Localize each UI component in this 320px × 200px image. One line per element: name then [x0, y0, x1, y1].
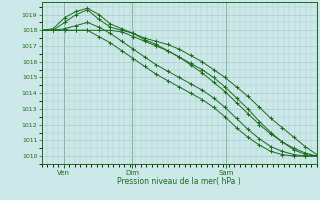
X-axis label: Pression niveau de la mer( hPa ): Pression niveau de la mer( hPa )	[117, 177, 241, 186]
